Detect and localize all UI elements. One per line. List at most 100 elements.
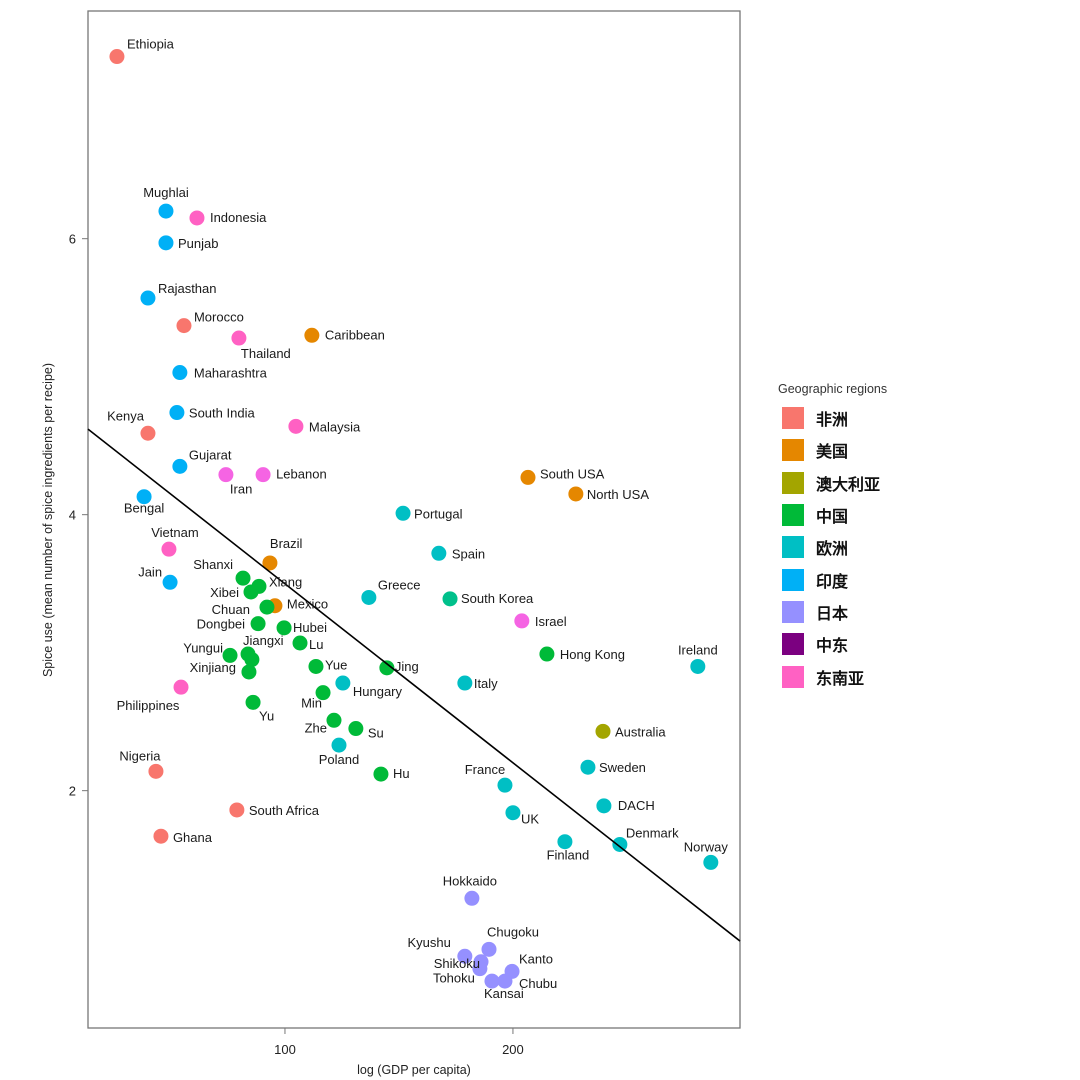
point-label-shanxi: Shanxi (193, 557, 233, 572)
plot-frame (87, 10, 741, 1029)
point-hokkaido (464, 890, 480, 906)
point-label-sweden: Sweden (599, 760, 646, 775)
legend: Geographic regions 非洲 美国 澳大利亚 中国 欧洲 印度 日本 中东 东南亚 (778, 382, 887, 693)
point-poland (331, 737, 347, 753)
point-label-ghana: Ghana (173, 830, 213, 845)
point-tohoku (472, 961, 488, 977)
point-norway (703, 854, 719, 870)
legend-label: 中东 (816, 636, 849, 656)
trend-line (87, 428, 741, 942)
point-ireland (690, 658, 706, 674)
point-label-ethiopia: Ethiopia (127, 37, 175, 52)
point-ghana (153, 828, 169, 844)
point-label-mexico: Mexico (287, 597, 328, 612)
point-label-chuan: Chuan (212, 602, 250, 617)
point-kenya (140, 425, 156, 441)
y-tick-label: 2 (69, 784, 76, 799)
point-label-yu: Yu (259, 708, 274, 723)
point-morocco (176, 318, 192, 334)
x-tick-label: 100 (274, 1042, 296, 1057)
legend-item-europe: 欧洲 (778, 531, 887, 563)
point-label-portugal: Portugal (414, 506, 463, 521)
point-label-mughlai: Mughlai (143, 185, 189, 200)
point-label-norway: Norway (684, 839, 729, 854)
point-label-south-india: South India (189, 406, 256, 421)
point-label-chubu: Chubu (519, 976, 557, 991)
point-label-finland: Finland (547, 848, 590, 863)
point-italy (457, 675, 473, 691)
point-jing (379, 660, 395, 676)
point-label-italy: Italy (474, 676, 498, 691)
point-label-philippines: Philippines (117, 698, 180, 713)
legend-item-japan: 日本 (778, 596, 887, 628)
legend-swatch (782, 665, 804, 688)
legend-item-southeast-asia: 东南亚 (778, 660, 887, 692)
legend-swatch (782, 407, 804, 430)
point-label-chugoku: Chugoku (487, 924, 539, 939)
point-philippines (173, 679, 189, 695)
legend-item-india: 印度 (778, 563, 887, 595)
point-dach (596, 798, 612, 814)
point-yu (245, 694, 261, 710)
legend-item-africa: 非洲 (778, 402, 887, 434)
point-label-xibei: Xibei (210, 585, 239, 600)
point-label-dach: DACH (618, 798, 655, 813)
point-label-su: Su (368, 726, 384, 741)
point-thailand (231, 330, 247, 346)
point-denmark (612, 836, 628, 852)
legend-label: 澳大利亚 (816, 474, 881, 494)
legend-swatch (782, 568, 804, 591)
legend-item-australia: 澳大利亚 (778, 467, 887, 499)
point-lebanon (255, 467, 271, 483)
point-label-shikoku: Shikoku (434, 956, 480, 971)
point-finland (557, 834, 573, 850)
point-label-thailand: Thailand (241, 346, 291, 361)
point-shanxi (235, 570, 251, 586)
point-south-africa (229, 802, 245, 818)
point-lu (292, 635, 308, 651)
point-label-lu: Lu (309, 637, 323, 652)
legend-label: 非洲 (816, 410, 849, 430)
point-sweden (580, 759, 596, 775)
point-portugal (395, 505, 411, 521)
point-label-rajasthan: Rajasthan (158, 281, 217, 296)
point-south-usa (520, 469, 536, 485)
point-label-indonesia: Indonesia (210, 210, 267, 225)
point-label-north-usa: North USA (587, 487, 649, 502)
point-north-usa (568, 486, 584, 502)
point-hong-kong (539, 646, 555, 662)
point-label-tohoku: Tohoku (433, 971, 475, 986)
legend-swatch (782, 633, 804, 656)
point-label-south-africa: South Africa (249, 803, 320, 818)
point-label-nigeria: Nigeria (119, 748, 161, 763)
legend-swatch (782, 600, 804, 623)
point-zhe (326, 712, 342, 728)
point-label-uk: UK (521, 812, 539, 827)
point-south-india (169, 405, 185, 421)
point-maharashtra (172, 365, 188, 381)
point-label-jain: Jain (138, 564, 162, 579)
point-label-morocco: Morocco (194, 310, 244, 325)
point-france (497, 777, 513, 793)
point-bengal (136, 489, 152, 505)
point-chugoku (481, 941, 497, 957)
point-spain (431, 545, 447, 561)
plot-area: 100 200 2 4 6 Ethiopia Mughlai Indonesia Punjab R… (69, 10, 741, 1057)
x-axis-title: log (GDP per capita) (357, 1063, 471, 1077)
legend-item-usa: 美国 (778, 434, 887, 466)
point-label-israel: Israel (535, 614, 567, 629)
point-rajasthan (140, 290, 156, 306)
point-label-kanto: Kanto (519, 951, 553, 966)
point-yungui (222, 647, 238, 663)
point-label-yungui: Yungui (183, 640, 223, 655)
point-israel (514, 613, 530, 629)
point-label-yue: Yue (325, 657, 347, 672)
point-label-lebanon: Lebanon (276, 467, 327, 482)
point-label-xiang: Xiang (269, 574, 302, 589)
point-su (348, 721, 364, 737)
point-label-zhe: Zhe (305, 720, 327, 735)
point-south-korea (442, 591, 458, 607)
point-label-south-korea: South Korea (461, 591, 534, 606)
point-label-caribbean: Caribbean (325, 327, 385, 342)
legend-label: 中国 (816, 507, 849, 527)
